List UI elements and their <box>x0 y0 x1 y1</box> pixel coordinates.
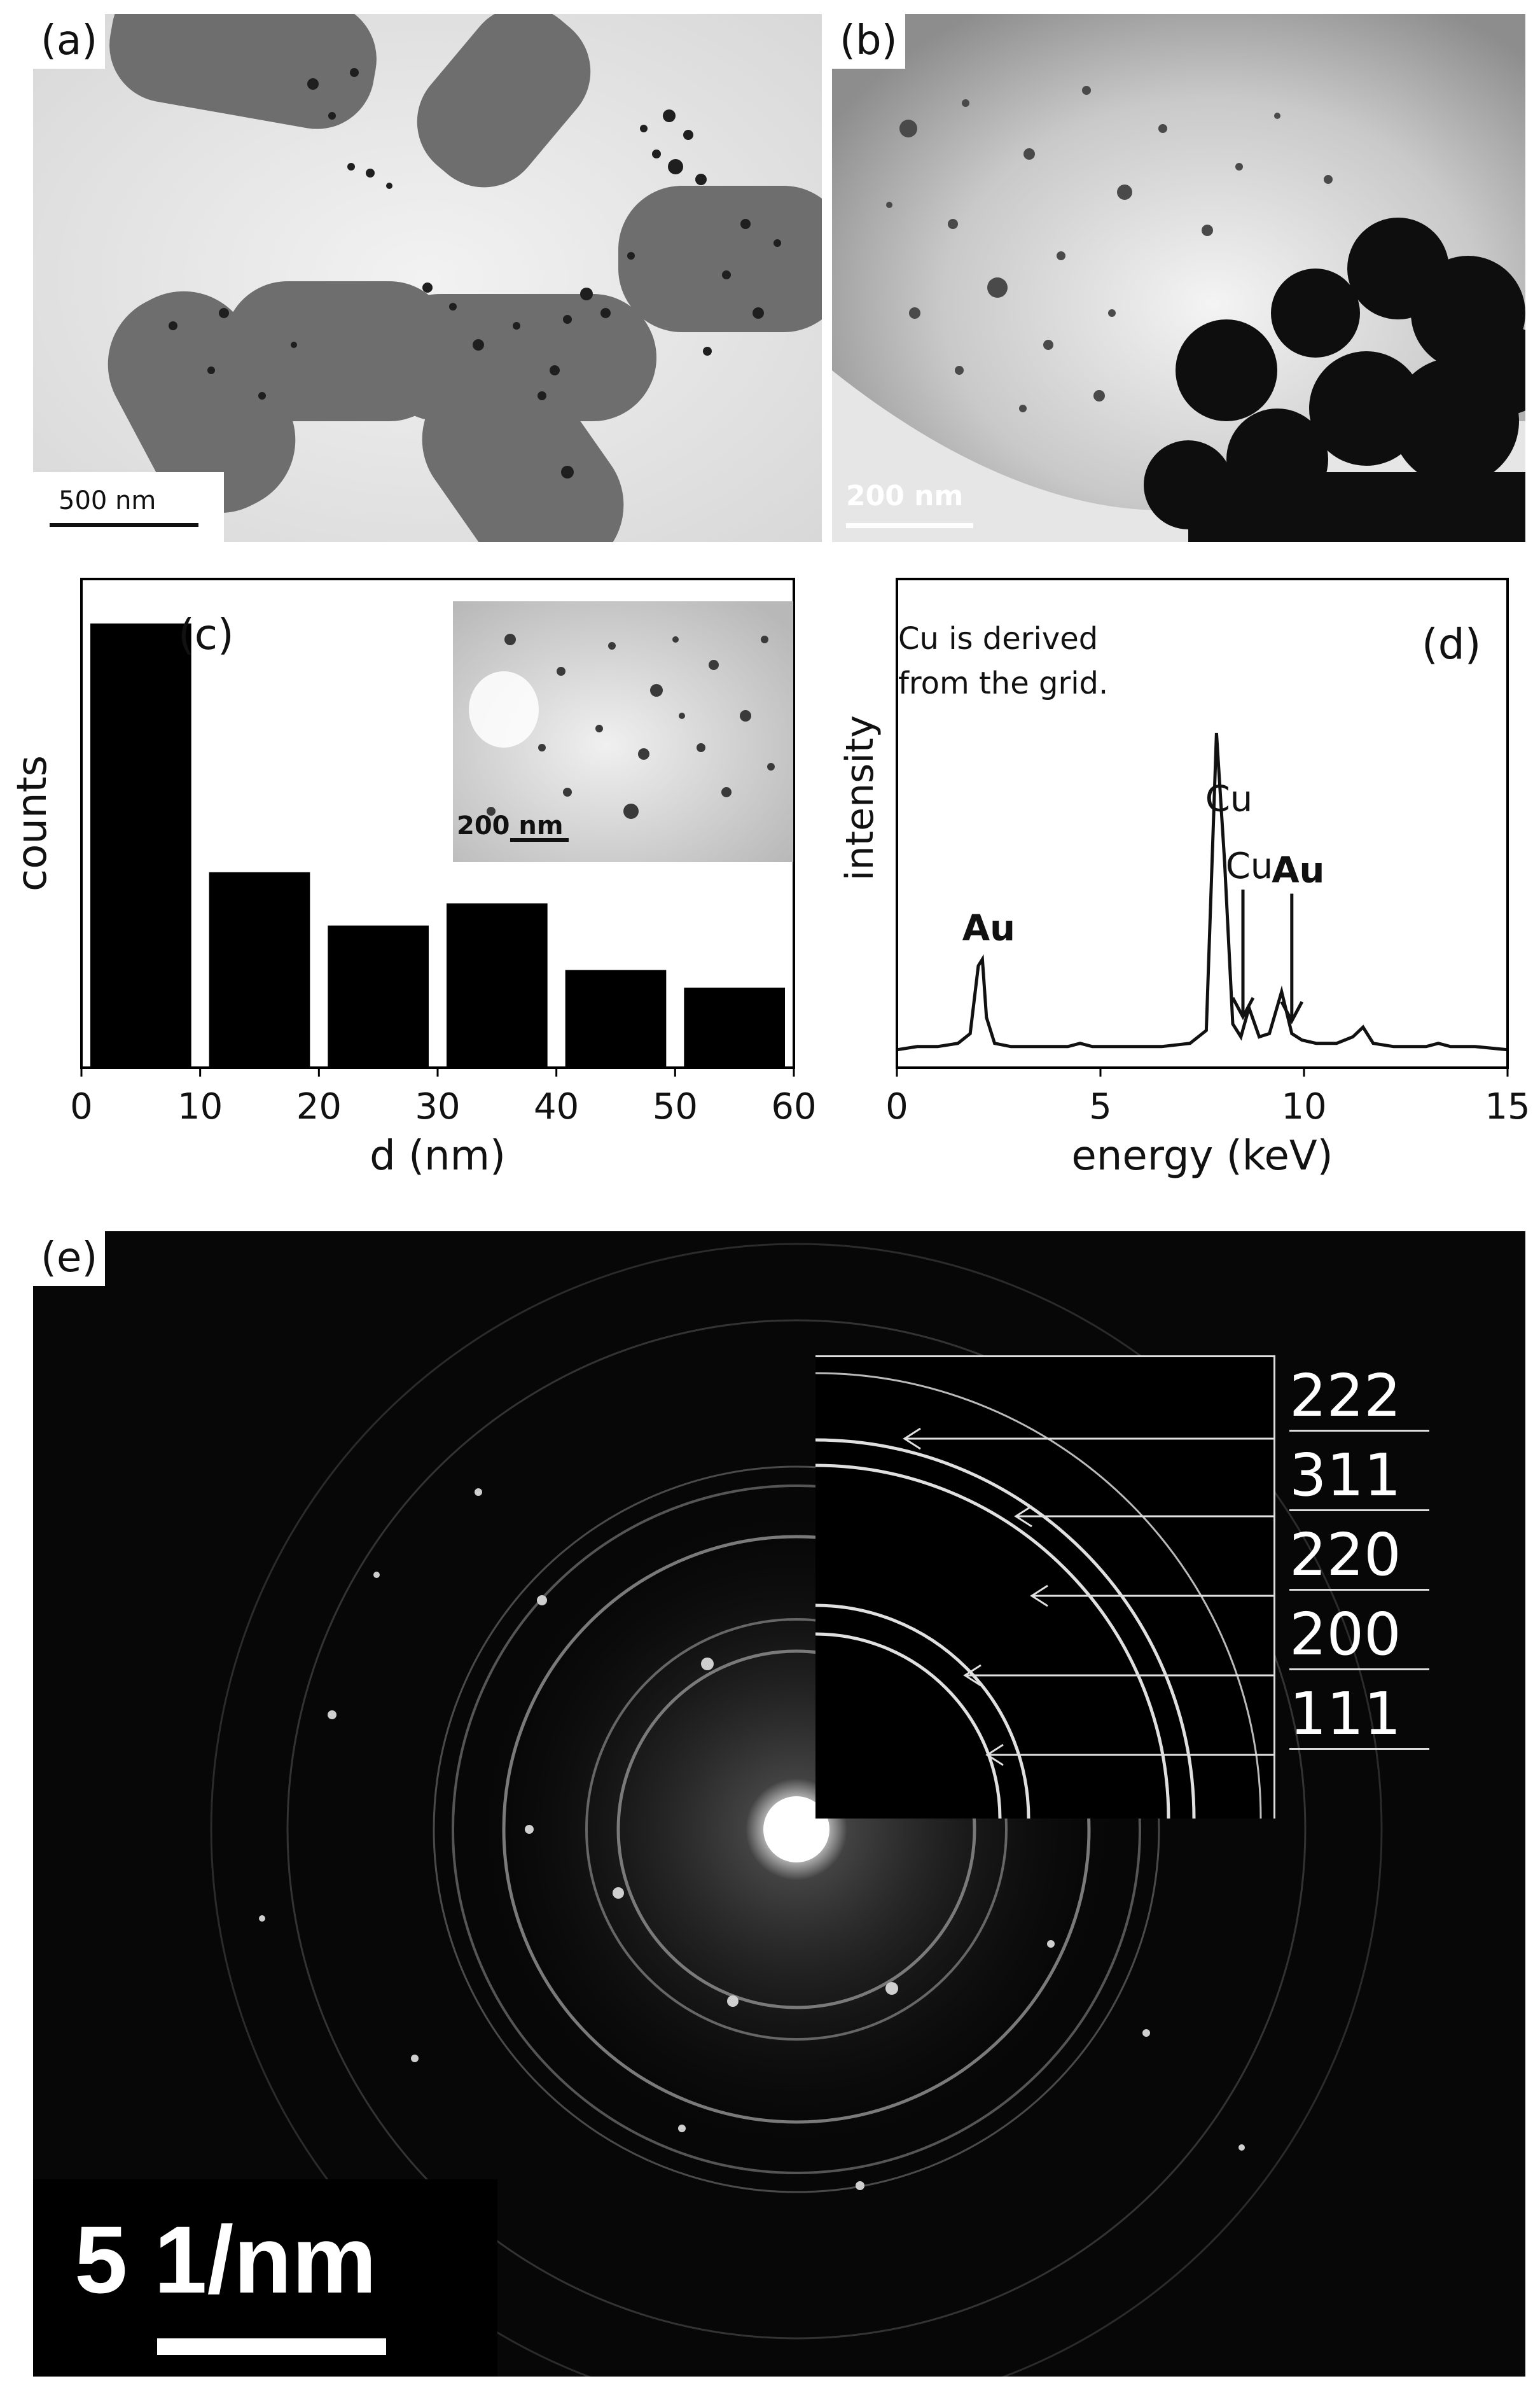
annotation-arrowhead <box>1280 1001 1304 1024</box>
x-tick-label: 0 <box>885 1086 908 1128</box>
panel-c-frame <box>80 578 795 1069</box>
x-tick-label: 5 <box>1089 1086 1112 1128</box>
panel-b-tem-image: (b) 200 nm <box>832 14 1525 542</box>
panel-c-histogram: 0 10 20 30 40 50 60 counts d (nm) (c) <box>9 578 817 1180</box>
x-tick-label: 0 <box>70 1086 93 1128</box>
histogram-bar <box>565 970 667 1068</box>
panel-c-inset-image: 200 nm <box>453 601 793 862</box>
panel-d-note-line1: Cu is derived <box>898 621 1098 657</box>
x-tick-label: 50 <box>653 1086 698 1128</box>
panel-b-micrograph <box>832 14 1525 542</box>
panel-a-label: (a) <box>33 14 106 69</box>
x-tick-label: 60 <box>771 1086 816 1128</box>
peak-annotation-label: Au <box>1272 849 1324 891</box>
panel-e-scale-line <box>157 2338 386 2355</box>
panel-e-scale-text: 5 1/nm <box>74 2206 377 2313</box>
x-tick-label: 40 <box>534 1086 579 1128</box>
x-tick-label: 20 <box>296 1086 342 1128</box>
x-tick-label: 15 <box>1485 1086 1530 1128</box>
ring-label-311: 311 <box>1289 1441 1429 1511</box>
panel-a-scale-line <box>50 523 198 527</box>
panel-d-spectrum-line <box>896 732 1508 1052</box>
panel-b-scale-text: 200 nm <box>846 480 964 512</box>
panel-e-inset-rings <box>369 1372 1273 2265</box>
panel-b-label: (b) <box>832 14 905 69</box>
panel-e-inset <box>369 1355 1275 2265</box>
panel-c-x-axis-label: d (nm) <box>370 1133 506 1180</box>
histogram-bar <box>209 872 310 1068</box>
ring-label-200: 200 <box>1289 1600 1429 1670</box>
panel-c-y-axis-label: counts <box>9 755 56 891</box>
peak-annotation-label: Cu <box>1205 778 1253 820</box>
panel-d-x-axis-label: energy (keV) <box>1071 1133 1333 1180</box>
panel-c-label: (c) <box>178 610 234 659</box>
panel-c-inset-scale-text: 200 nm <box>457 811 564 841</box>
histogram-bar <box>684 988 785 1068</box>
panel-b-scale-line <box>846 523 973 528</box>
ring-label-222: 222 <box>1289 1362 1429 1432</box>
panel-d-y-axis-label: intensity <box>838 715 882 881</box>
panel-a-scale-text: 500 nm <box>59 486 156 515</box>
x-tick-label: 30 <box>415 1086 460 1128</box>
panel-c-inset-micrograph <box>453 601 793 862</box>
panel-a-micrograph <box>33 14 822 542</box>
panel-d-note-line2: from the grid. <box>898 666 1108 701</box>
annotation-arrowhead <box>1231 996 1255 1021</box>
panel-a-tem-image: (a) 500 nm <box>33 14 822 542</box>
panel-d-frame <box>896 578 1509 1069</box>
panel-e-label: (e) <box>33 1231 106 1286</box>
x-tick-label: 10 <box>177 1086 223 1128</box>
panel-c-inset-scale-line <box>510 838 569 842</box>
panel-a-scale-bar: 500 nm <box>33 472 224 542</box>
panel-e-scale-bar: 5 1/nm <box>33 2179 497 2377</box>
x-tick-label: 10 <box>1281 1086 1326 1128</box>
histogram-bar <box>328 925 429 1068</box>
panel-d-label: (d) <box>1422 620 1481 669</box>
peak-annotation-label: Au <box>962 908 1015 949</box>
panel-e-diffraction-image: 222 311 220 200 111 (e) 5 1/nm <box>33 1231 1525 2377</box>
histogram-bar <box>90 623 191 1068</box>
panel-e-ring-labels: 222 311 220 200 111 <box>1277 1355 1455 1864</box>
ring-label-220: 220 <box>1289 1521 1429 1591</box>
histogram-bar <box>447 903 548 1068</box>
ring-label-111: 111 <box>1289 1680 1429 1750</box>
peak-annotation-label: Cu <box>1226 846 1273 887</box>
